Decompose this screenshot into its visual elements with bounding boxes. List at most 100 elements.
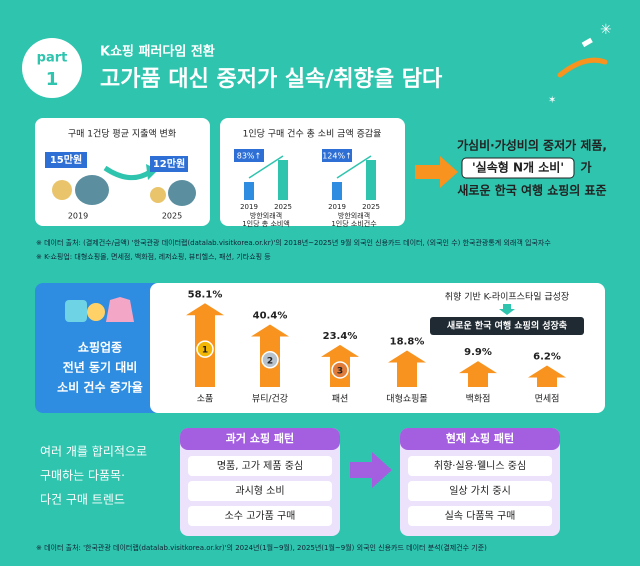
mini-bar: [332, 182, 342, 200]
pattern-header: [400, 428, 560, 450]
mini-label: 1인당 소비건수: [331, 219, 377, 228]
panel-title: 1인당 구매 건수 총 소비 금액 증감율: [243, 128, 382, 140]
chart-title: 소비 건수 증가율: [57, 380, 143, 395]
part-label: part: [37, 51, 68, 66]
pattern-item: 과시형 소비: [235, 485, 284, 497]
trend-line: 여러 개를 합리적으로: [40, 445, 147, 459]
category-label: 대형쇼핑몰: [386, 394, 427, 405]
callout-line: 가심비·가성비의 중저가 제품,: [457, 138, 607, 153]
mini-label: 1인당 총 소비액: [242, 219, 290, 228]
icon: [87, 303, 105, 321]
mini-line: [248, 155, 284, 179]
pattern-header: [180, 428, 340, 450]
pattern-row: [188, 506, 332, 526]
bar: [388, 350, 426, 387]
annotation: 새로운 한국 여행 쇼핑의 성장축: [447, 320, 567, 332]
chart-title: 전년 동기 대비: [63, 360, 138, 375]
mini-label: 방한외래객: [338, 211, 370, 220]
bar-group: 58.1% 소품 40.4% 뷰티/건강 23.4% 패션 18.8% 대형쇼핑몰 9.9% 백화…: [186, 289, 566, 405]
kicker: K쇼핑 패러다임 전환: [100, 44, 215, 60]
change-arrow: [103, 165, 152, 181]
money-bag: [75, 175, 109, 205]
trend-line: 다건 구매 트렌드: [40, 493, 125, 507]
value-label: 6.2%: [533, 352, 561, 363]
mini-bar: [278, 160, 288, 200]
callout-line: 새로운 한국 여행 쇼핑의 표준: [457, 183, 606, 198]
note: ※ K-쇼핑업: 대형쇼핑몰, 면세점, 백화점, 레저쇼핑, 뷰티헬스, 패션…: [36, 252, 271, 261]
note: ※ 데이터 출처: (결제건수/금액) '한국관광 데이터랩(datalab.v…: [36, 238, 551, 247]
growth-panel: [220, 118, 405, 226]
year: 2025: [274, 203, 292, 211]
category-label: 뷰티/건강: [252, 394, 288, 405]
pattern-row: [408, 506, 552, 526]
chart-title: 쇼핑업종: [78, 340, 122, 355]
confetti: [581, 37, 593, 48]
badge-text: 124%↑: [322, 152, 352, 161]
footer: ※ 데이터 출처: '한국관광 데이터랩(datalab.visitkorea.…: [36, 543, 487, 552]
pattern-row: [188, 456, 332, 476]
pattern-row: [188, 481, 332, 501]
confetti: ✳: [600, 22, 612, 38]
pattern-item: 소수 고가품 구매: [225, 510, 296, 522]
year: 2019: [68, 212, 88, 221]
year: 2019: [328, 203, 346, 211]
part-badge: [22, 38, 82, 98]
pattern-item: 취향·실용·웰니스 중심: [434, 460, 526, 472]
category-label: 패션: [332, 394, 349, 405]
medal-rank: 2: [267, 356, 273, 366]
arrow: [415, 156, 458, 188]
pattern-title: 과거 쇼핑 패턴: [226, 431, 294, 445]
mini-label: 방한외래객: [250, 211, 282, 220]
callout-suffix: 가: [580, 160, 591, 175]
medal-rank: 1: [202, 346, 208, 356]
mini-line: [336, 155, 372, 179]
medal-rank: 3: [337, 366, 343, 376]
panel-title: 구매 1건당 평균 지출액 변화: [68, 128, 176, 140]
amount: 15만원: [50, 153, 82, 166]
badge: [322, 149, 352, 162]
pattern-row: [408, 481, 552, 501]
part-number: 1: [46, 69, 59, 90]
trend-line: 구매하는 다품목·: [40, 469, 125, 483]
badge-text: 83%↑: [237, 152, 261, 161]
mini-bar: [366, 160, 376, 200]
pattern-title: 현재 쇼핑 패턴: [446, 431, 514, 445]
icon: [65, 300, 87, 322]
money-bag: [168, 180, 196, 206]
category-label: 소품: [197, 394, 214, 405]
year: 2025: [162, 212, 182, 221]
category-label: 백화점: [466, 393, 491, 405]
amount: 12만원: [153, 157, 185, 170]
annotation-box: [430, 317, 584, 335]
annotation-arrow: [499, 304, 515, 315]
chart-panel: [150, 283, 605, 413]
medal: [261, 351, 279, 369]
year: 2019: [240, 203, 258, 211]
pattern-item: 일상 가치 중시: [449, 485, 511, 497]
title: 고가품 대신 중저가 실속/취향을 담다: [100, 67, 443, 92]
pattern-row: [408, 456, 552, 476]
year: 2025: [362, 203, 380, 211]
value-label: 58.1%: [188, 289, 223, 300]
value-label: 40.4%: [253, 311, 288, 322]
coins: [150, 187, 166, 203]
category-label: 면세점: [535, 393, 560, 405]
bar: [528, 365, 566, 387]
callout-highlight: '실속형 N개 소비': [472, 160, 564, 175]
arrow: [350, 452, 392, 488]
confetti: ✶: [548, 95, 556, 106]
icon: [106, 297, 134, 322]
medal: [196, 340, 214, 358]
value-label: 18.8%: [390, 336, 425, 347]
annotation: 취향 기반 K-라이프스타일 급성장: [445, 291, 569, 303]
highlight-box: [461, 157, 575, 179]
value-label: 9.9%: [464, 347, 492, 358]
coins: [52, 180, 72, 200]
badge: [234, 149, 264, 162]
mini-bar: [244, 182, 254, 200]
bar: [459, 361, 497, 387]
